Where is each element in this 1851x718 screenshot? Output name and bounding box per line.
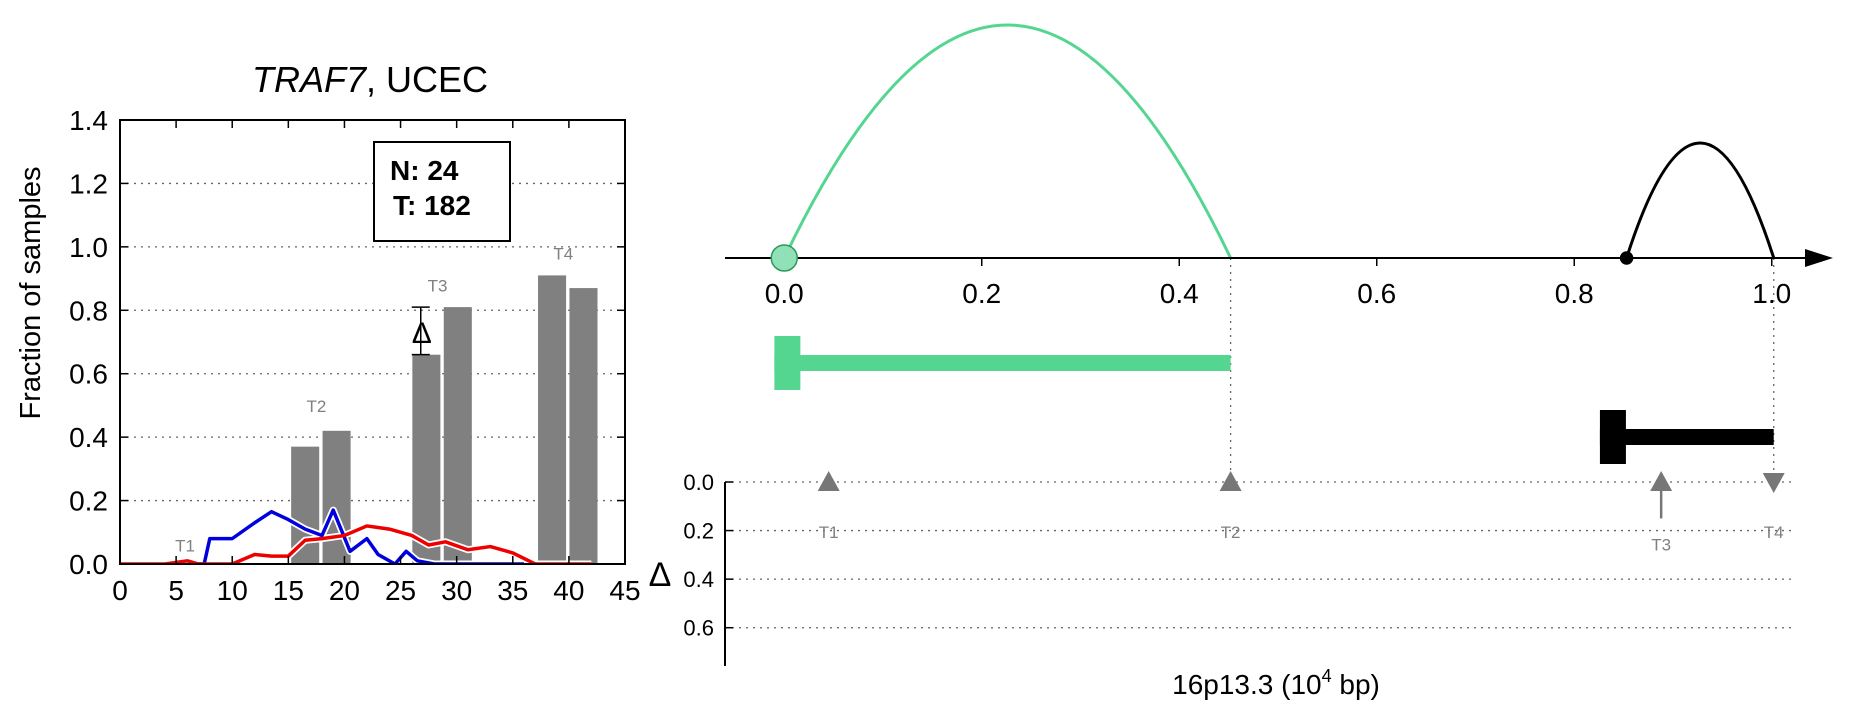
x-tick-label: 10 (217, 575, 248, 606)
position-axis-label-suffix: bp) (1332, 669, 1380, 700)
series-line (120, 524, 592, 564)
y-tick-label: 1.0 (69, 232, 108, 263)
position-axis-label: 16p13.3 (104 bp) (1172, 666, 1380, 700)
bar-chart-panel: T1 T2 T3 T4 Δ 0.0 0.2 0.4 0.6 0.8 1.0 1.2 1.4 0 5 10 1… (15, 59, 641, 606)
stats-box-frame (373, 141, 511, 242)
y-tick-label: 0.0 (69, 549, 108, 580)
triangle-up-icon (1219, 471, 1242, 491)
x-tick-label: 30 (441, 575, 472, 606)
bar (443, 307, 472, 564)
arc-endpoints (770, 244, 1634, 272)
delta-marker-label: T4 (1764, 523, 1784, 542)
delta-axis: 0.0 0.2 0.4 0.6 (683, 470, 733, 666)
delta-marker-label: T3 (1651, 535, 1671, 554)
bar (412, 354, 441, 564)
stats-t-label: T: 182 (393, 190, 471, 221)
triangle-up-icon (817, 471, 840, 491)
x-tick-label: 15 (273, 575, 304, 606)
x-tick-label: 40 (553, 575, 584, 606)
position-axis-label-prefix: 16p13.3 (10 (1172, 669, 1321, 700)
gene-diagram-panel: 0.0 0.2 0.4 0.6 0.8 1.0 0.0 0.2 0.4 0.6 T1 T2 T3 T4… (649, 23, 1833, 700)
bar-group-label: T4 (553, 245, 573, 264)
delta-marker-label: T2 (1221, 523, 1241, 542)
delta-tick-label: 0.4 (683, 567, 714, 592)
stats-box: N: 24 T: 182 (373, 141, 511, 242)
x-tick-label: 25 (385, 575, 416, 606)
guide-lines (1229, 258, 1775, 482)
position-tick-label: 1.0 (1752, 278, 1791, 309)
arc-endpoint (1619, 251, 1634, 265)
delta-marker-label: T1 (819, 523, 839, 542)
plot-frame (119, 119, 626, 565)
axis-ticks: 0.0 0.2 0.4 0.6 0.8 1.0 1.2 1.4 0 5 10 15 20 25 30 35 40… (69, 105, 641, 606)
x-tick-label: 20 (329, 575, 360, 606)
gene-models (774, 336, 1774, 464)
position-axis-label-exponent: 4 (1322, 666, 1332, 686)
y-tick-label: 1.4 (69, 105, 108, 136)
delta-markers: T1 T2 T3 T4 (817, 471, 1785, 554)
position-tick-label: 0.2 (962, 278, 1001, 309)
arc-endpoint (770, 244, 798, 272)
bar-group: T1 T2 T3 T4 (175, 245, 598, 564)
axis-arrow-icon (1805, 249, 1833, 267)
y-tick-label: 1.2 (69, 168, 108, 199)
delta-symbol: Δ (412, 317, 432, 350)
stats-n-label: N: 24 (390, 155, 459, 186)
delta-error-marker: Δ (412, 306, 432, 356)
x-tick-label: 0 (112, 575, 128, 606)
delta-tick-label: 0.0 (683, 470, 714, 495)
gene-start-block (1599, 410, 1626, 464)
x-tick-label: 45 (609, 575, 640, 606)
position-tick-label: 0.0 (765, 278, 804, 309)
delta-tick-label: 0.2 (683, 519, 714, 544)
triangle-down-icon (1762, 473, 1785, 493)
delta-tick-label: 0.6 (683, 616, 714, 641)
y-tick-label: 0.2 (69, 486, 108, 517)
position-tick-label: 0.8 (1555, 278, 1594, 309)
y-tick-label: 0.6 (69, 359, 108, 390)
bar-group-label: T1 (175, 536, 195, 555)
gene-body (774, 355, 1231, 371)
bar (569, 288, 598, 564)
chart-title-rest: , UCEC (366, 59, 488, 100)
chart-title-gene: TRAF7 (252, 59, 368, 100)
y-tick-label: 0.4 (69, 422, 108, 453)
bar-group-label: T2 (306, 397, 326, 416)
arc-curve (782, 23, 1232, 259)
arc-curve (1625, 141, 1776, 259)
position-tick-label: 0.6 (1357, 278, 1396, 309)
x-tick-label: 35 (497, 575, 528, 606)
chart-title: TRAF7, UCEC (252, 59, 488, 100)
gene-body (1599, 429, 1774, 445)
bar-group-label: T3 (428, 276, 448, 295)
position-tick-label: 0.4 (1160, 278, 1199, 309)
x-tick-label: 5 (168, 575, 184, 606)
arcs (782, 23, 1776, 259)
delta-gridlines (725, 481, 1795, 629)
bar (538, 275, 567, 564)
y-axis-label: Fraction of samples (15, 166, 47, 419)
triangle-up-icon (1650, 471, 1673, 491)
gene-start-block (774, 336, 801, 390)
y-tick-label: 0.8 (69, 295, 108, 326)
position-axis: 0.0 0.2 0.4 0.6 0.8 1.0 (725, 249, 1833, 309)
delta-axis-label: Δ (649, 556, 672, 594)
